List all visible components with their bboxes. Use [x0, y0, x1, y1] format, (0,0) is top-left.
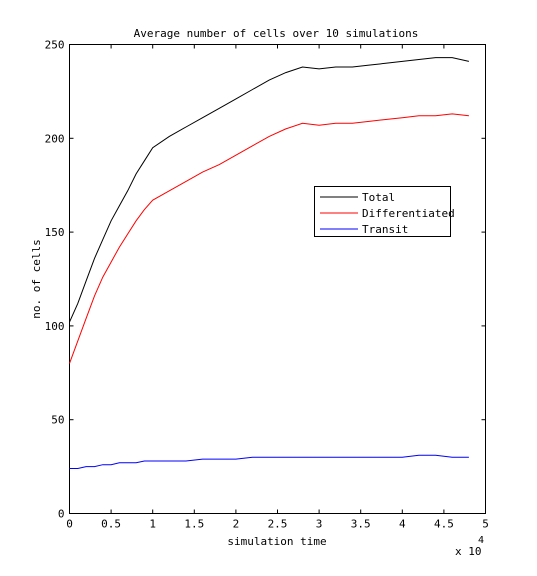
legend-label-transit: Transit: [362, 223, 408, 236]
y-tick-label: 50: [51, 414, 64, 427]
x-tick-label: 0.5: [101, 518, 121, 531]
x-tick-label: 3: [316, 518, 323, 531]
x-exponent-base: x 10: [455, 545, 482, 558]
series-line-differentiated: [69, 113, 469, 364]
x-exponent-power: 4: [478, 535, 484, 546]
y-tick-label: 250: [45, 39, 65, 52]
y-axis: 0 50 100 150 200 250: [45, 39, 486, 521]
legend-label-total: Total: [362, 191, 395, 204]
x-tick-label: 4.5: [434, 518, 454, 531]
x-tick-label: 5: [482, 518, 489, 531]
y-tick-label: 100: [45, 320, 65, 333]
y-tick-label: 0: [58, 508, 65, 521]
y-tick-label: 200: [45, 132, 65, 145]
x-tick-label: 4: [399, 518, 406, 531]
legend-label-differentiated: Differentiated: [362, 207, 455, 220]
x-axis-label: simulation time: [227, 535, 326, 548]
series-line-transit: [69, 454, 469, 469]
x-tick-label: 0: [66, 518, 73, 531]
y-tick-label: 150: [45, 226, 65, 239]
series-lines: [69, 57, 470, 469]
chart-title: Average number of cells over 10 simulati…: [134, 27, 419, 40]
series-line-total: [69, 57, 470, 323]
x-tick-label: 1.5: [184, 518, 204, 531]
legend: Total Differentiated Transit: [314, 186, 455, 237]
x-tick-label: 2.5: [268, 518, 288, 531]
x-axis: 0 0.5 1 1.5 2 2.5 3 3.5 4 4.5 5: [66, 44, 489, 531]
x-tick-label: 3.5: [351, 518, 371, 531]
plot-area: [69, 44, 486, 514]
x-tick-label: 2: [233, 518, 240, 531]
x-tick-label: 1: [149, 518, 156, 531]
y-axis-label: no. of cells: [30, 239, 43, 318]
legend-box: [314, 186, 451, 237]
